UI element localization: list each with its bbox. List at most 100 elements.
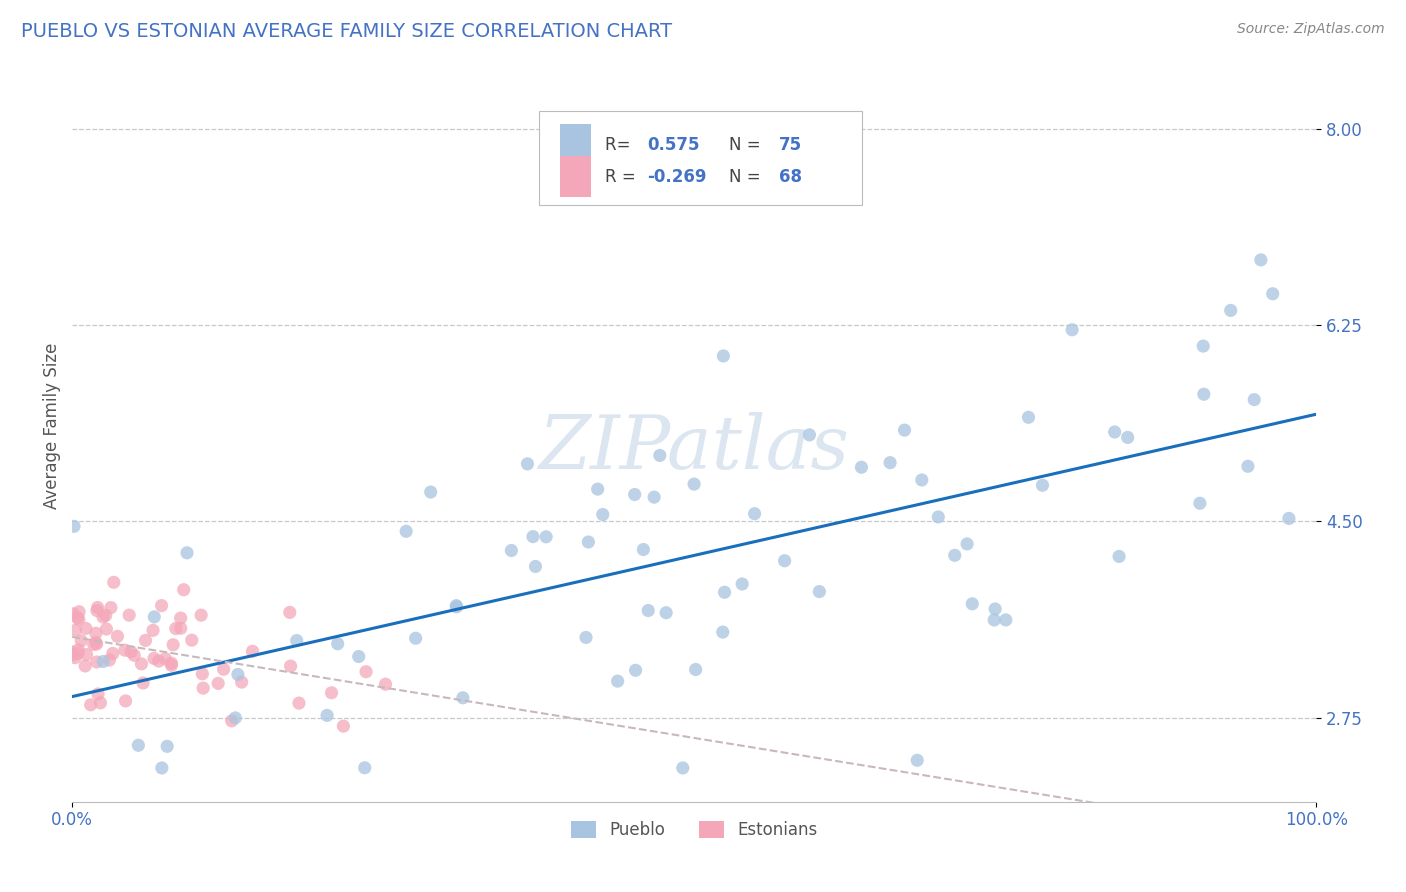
- Point: [962, 597, 984, 611]
- Point: [516, 457, 538, 471]
- Legend: Pueblo, Estonians: Pueblo, Estonians: [565, 814, 824, 846]
- Point: [731, 577, 754, 591]
- Point: [278, 606, 301, 620]
- Point: [808, 584, 831, 599]
- Point: [586, 482, 609, 496]
- Point: [956, 537, 979, 551]
- Point: [1116, 430, 1139, 444]
- Point: [87, 687, 110, 701]
- Point: [446, 599, 468, 613]
- Text: -0.269: -0.269: [647, 168, 706, 186]
- Point: [190, 608, 212, 623]
- Point: [127, 739, 149, 753]
- Point: [943, 549, 966, 563]
- Point: [224, 711, 246, 725]
- Point: [353, 761, 375, 775]
- FancyBboxPatch shape: [560, 156, 591, 197]
- Point: [633, 542, 655, 557]
- Point: [120, 645, 142, 659]
- Point: [67, 643, 90, 657]
- Text: ZIPatlas: ZIPatlas: [538, 412, 849, 485]
- Point: [347, 649, 370, 664]
- Point: [419, 485, 441, 500]
- Point: [70, 633, 93, 648]
- Point: [103, 575, 125, 590]
- Point: [75, 659, 97, 673]
- Point: [165, 622, 187, 636]
- Point: [623, 487, 645, 501]
- Point: [142, 624, 165, 638]
- Point: [155, 651, 177, 665]
- Point: [451, 690, 474, 705]
- Point: [63, 650, 86, 665]
- Point: [927, 510, 949, 524]
- Point: [534, 530, 557, 544]
- Point: [1192, 339, 1215, 353]
- Point: [150, 599, 173, 613]
- Point: [94, 608, 117, 623]
- Point: [62, 607, 84, 621]
- Point: [160, 658, 183, 673]
- Point: [114, 694, 136, 708]
- Point: [1261, 286, 1284, 301]
- Point: [89, 696, 111, 710]
- Point: [354, 665, 377, 679]
- Point: [207, 676, 229, 690]
- Point: [1062, 323, 1084, 337]
- Point: [326, 637, 349, 651]
- Point: [131, 657, 153, 671]
- Point: [114, 643, 136, 657]
- Point: [983, 613, 1005, 627]
- Point: [170, 621, 193, 635]
- Point: [321, 686, 343, 700]
- Point: [122, 648, 145, 663]
- Point: [879, 456, 901, 470]
- Point: [107, 629, 129, 643]
- Point: [66, 611, 89, 625]
- Point: [1250, 252, 1272, 267]
- Point: [851, 460, 873, 475]
- Point: [522, 530, 544, 544]
- Point: [231, 675, 253, 690]
- Point: [446, 599, 468, 614]
- Point: [984, 602, 1007, 616]
- Point: [143, 610, 166, 624]
- Point: [799, 428, 821, 442]
- Point: [221, 714, 243, 728]
- Text: R=: R=: [605, 136, 636, 153]
- Point: [176, 546, 198, 560]
- Point: [911, 473, 934, 487]
- Point: [1192, 387, 1215, 401]
- Point: [905, 753, 928, 767]
- Text: N =: N =: [730, 136, 761, 153]
- Point: [711, 349, 734, 363]
- Point: [156, 739, 179, 754]
- Point: [288, 696, 311, 710]
- Point: [212, 662, 235, 676]
- Point: [84, 626, 107, 640]
- Point: [637, 603, 659, 617]
- Point: [672, 761, 695, 775]
- Point: [893, 423, 915, 437]
- Point: [1243, 392, 1265, 407]
- Point: [84, 635, 107, 649]
- Point: [86, 637, 108, 651]
- Point: [193, 681, 215, 695]
- Point: [1219, 303, 1241, 318]
- Point: [173, 582, 195, 597]
- Text: 0.575: 0.575: [647, 136, 699, 153]
- Text: R =: R =: [605, 168, 641, 186]
- Point: [79, 698, 101, 712]
- Point: [405, 632, 427, 646]
- Point: [132, 676, 155, 690]
- Point: [524, 559, 547, 574]
- Point: [592, 508, 614, 522]
- Point: [1237, 459, 1260, 474]
- Point: [63, 519, 86, 533]
- Point: [332, 719, 354, 733]
- Point: [86, 655, 108, 669]
- Point: [648, 449, 671, 463]
- Point: [101, 647, 124, 661]
- FancyBboxPatch shape: [538, 111, 862, 204]
- Point: [624, 663, 647, 677]
